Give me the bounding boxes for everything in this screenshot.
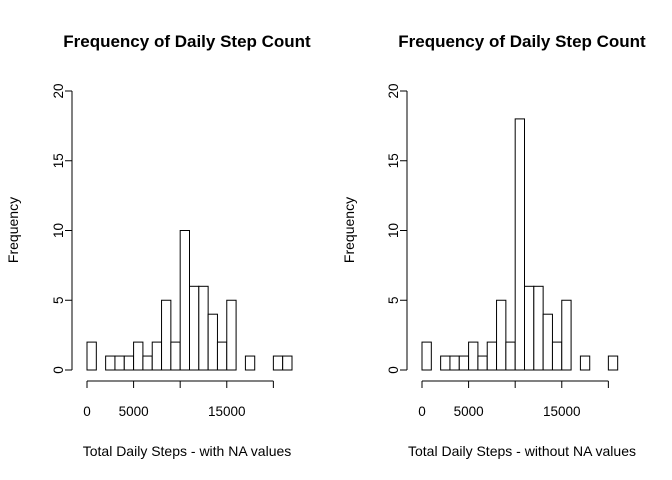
y-tick-label: 0 (51, 366, 66, 374)
x-tick-label: 5000 (454, 404, 484, 419)
y-tick-label: 15 (51, 153, 66, 168)
histogram-bar (189, 285, 200, 371)
chart-title: Frequency of Daily Step Count (63, 32, 311, 51)
y-tick-label: 20 (51, 83, 66, 98)
histogram-bar (170, 341, 181, 371)
histogram-bar (468, 341, 479, 371)
histogram-bar (533, 285, 544, 371)
y-axis-label: Frequency (341, 197, 357, 263)
histogram-bar (486, 341, 498, 371)
x-tick-label: 0 (418, 404, 426, 419)
x-tick-label: 0 (83, 404, 91, 419)
y-tick-label: 10 (386, 223, 401, 238)
histogram-panel-1: Frequency of Daily Step Count 0 5 10 15 20 Fre… (5, 32, 311, 459)
histogram-bar (514, 118, 526, 371)
histogram-bar (421, 341, 432, 371)
histogram-bar (542, 313, 553, 371)
y-tick-label: 10 (51, 223, 66, 238)
histogram-bar (207, 313, 218, 371)
histogram-bar (133, 341, 144, 371)
histogram-bar (551, 341, 563, 371)
histogram-bar (477, 355, 488, 371)
histogram-bar (449, 355, 460, 371)
x-axis: 0 5000 15000 (418, 380, 609, 419)
histogram-bar (496, 299, 507, 371)
histogram-bar (440, 355, 451, 371)
histogram-bar (105, 355, 116, 371)
y-axis: 0 5 10 15 20 (51, 83, 73, 374)
histogram-bar (458, 355, 470, 371)
histogram-bar (505, 341, 516, 371)
histogram-bar (244, 355, 256, 371)
x-tick-label: 5000 (119, 404, 149, 419)
histogram-bar (282, 355, 293, 371)
y-tick-label: 20 (386, 83, 401, 98)
histogram-bar (579, 355, 591, 371)
histogram-bar (226, 299, 237, 371)
y-axis-label: Frequency (5, 197, 21, 263)
y-tick-label: 5 (386, 296, 401, 304)
y-tick-label: 5 (51, 296, 66, 304)
histogram-bar (151, 341, 163, 371)
histogram-bar (123, 355, 135, 371)
histogram-panel-2: Frequency of Daily Step Count 0 5 10 15 20 Fre… (341, 32, 646, 459)
histogram-bar (561, 299, 572, 371)
x-axis: 0 5000 15000 (83, 380, 274, 419)
histogram-bar (272, 355, 284, 371)
histogram-bar (607, 355, 619, 371)
histogram-bar (524, 285, 535, 371)
histogram-bar (198, 285, 209, 371)
y-axis: 0 5 10 15 20 (386, 83, 408, 374)
histogram-bar (86, 341, 97, 371)
chart-title: Frequency of Daily Step Count (398, 32, 646, 51)
y-tick-label: 15 (386, 153, 401, 168)
histogram-bar (216, 341, 228, 371)
y-tick-label: 0 (386, 366, 401, 374)
histogram-bar (142, 355, 153, 371)
histogram-bar (114, 355, 125, 371)
x-axis-label: Total Daily Steps - without NA values (408, 443, 636, 459)
histogram-bar (179, 230, 191, 371)
x-tick-label: 15000 (208, 404, 246, 419)
x-axis-label: Total Daily Steps - with NA values (83, 443, 292, 459)
histogram-bar (161, 299, 172, 371)
x-tick-label: 15000 (543, 404, 581, 419)
